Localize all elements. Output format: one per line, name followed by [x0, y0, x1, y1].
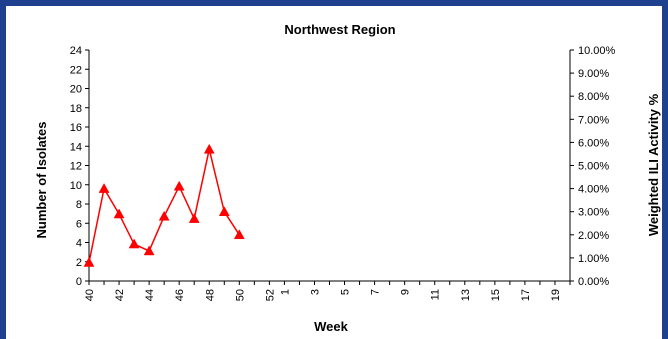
y-tick-label: 8 [76, 199, 82, 211]
y-tick-label: 22 [70, 64, 82, 76]
x-tick-label: 19 [550, 289, 562, 301]
data-point-marker [203, 143, 215, 154]
y-tick-label: 16 [70, 122, 82, 134]
y2-tick-label: 5.00% [578, 161, 609, 173]
x-tick-label: 1 [279, 289, 291, 295]
data-point-marker [173, 180, 185, 191]
data-point-marker [128, 238, 140, 249]
y2-tick-label: 10.00% [578, 45, 616, 57]
x-tick-label: 11 [430, 289, 442, 300]
axes: 0246810121416182022240.00%1.00%2.00%3.00… [70, 45, 616, 301]
x-tick-label: 5 [340, 289, 352, 295]
data-point-marker [158, 210, 170, 221]
x-tick-label: 42 [114, 289, 126, 301]
x-tick-label: 15 [490, 289, 502, 301]
y2-axis-label: Weighted ILI Activity % [646, 93, 661, 236]
data-point-marker [143, 245, 155, 256]
y2-tick-label: 9.00% [578, 68, 609, 80]
x-tick-label: 48 [204, 289, 216, 301]
y2-tick-label: 0.00% [578, 276, 609, 288]
y-tick-label: 14 [70, 141, 82, 153]
x-tick-label: 50 [234, 289, 246, 301]
x-tick-label: 44 [144, 289, 156, 301]
y-tick-label: 12 [70, 161, 82, 173]
y-tick-label: 20 [70, 84, 82, 96]
y2-tick-label: 4.00% [578, 184, 609, 196]
y-tick-label: 24 [70, 45, 82, 57]
y-tick-label: 10 [70, 180, 82, 192]
x-tick-label: 7 [370, 289, 382, 295]
x-axis-label: Week [314, 319, 348, 334]
y-tick-label: 4 [76, 238, 82, 250]
x-tick-label: 17 [520, 289, 532, 301]
y2-tick-label: 1.00% [578, 253, 609, 265]
x-tick-label: 46 [174, 289, 186, 301]
chart-background [6, 6, 662, 339]
data-point-marker [218, 206, 230, 216]
y-tick-label: 0 [76, 276, 82, 288]
chart-title: Northwest Region [284, 22, 395, 37]
y2-tick-label: 6.00% [578, 137, 609, 149]
y-tick-label: 6 [76, 218, 82, 230]
y-tick-label: 18 [70, 103, 82, 115]
y2-tick-label: 2.00% [578, 230, 609, 242]
data-point-marker [188, 213, 200, 223]
data-point-marker [113, 208, 125, 219]
x-tick-label: 40 [84, 289, 96, 301]
y-axis-label: Number of Isolates [34, 121, 49, 238]
plot-area [83, 143, 245, 267]
y2-tick-label: 8.00% [578, 91, 609, 103]
x-tick-label: 52 [264, 289, 276, 301]
y-tick-label: 2 [76, 257, 82, 269]
data-point-marker [233, 229, 245, 240]
x-tick-label: 13 [460, 289, 472, 301]
x-tick-label: 3 [309, 289, 321, 295]
y2-tick-label: 3.00% [578, 207, 609, 219]
data-point-marker [83, 257, 95, 267]
y2-tick-label: 7.00% [578, 114, 609, 126]
data-point-marker [98, 183, 110, 193]
x-tick-label: 9 [400, 289, 412, 295]
